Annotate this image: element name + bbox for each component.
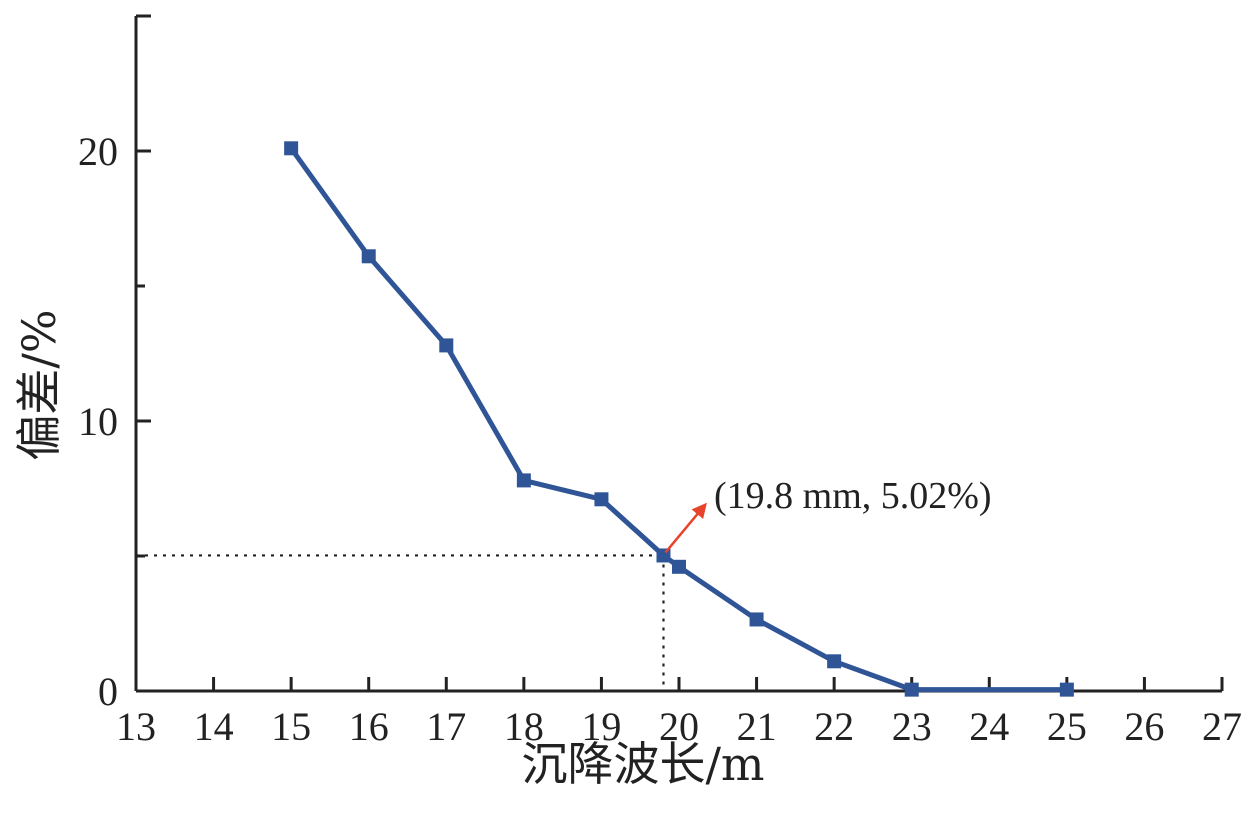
y-tick-label: 0 (98, 669, 118, 714)
annotation-group: (19.8 mm, 5.02%) (664, 475, 992, 554)
data-point-marker (1059, 682, 1074, 697)
axis-titles: 沉降波长/m 偏差/% (12, 309, 765, 791)
x-tick-label: 20 (659, 704, 699, 749)
x-tick-label: 25 (1047, 704, 1087, 749)
x-tick-label: 19 (581, 704, 621, 749)
y-tick-label: 20 (78, 129, 118, 174)
x-tick-label: 18 (504, 704, 544, 749)
annotation-label: (19.8 mm, 5.02%) (714, 475, 992, 517)
data-point-marker (827, 654, 842, 669)
x-tick-label: 13 (116, 704, 156, 749)
data-point-marker (749, 612, 764, 627)
y-axis-title: 偏差/% (12, 309, 66, 460)
axes: 13 14 15 16 17 18 19 20 21 22 23 24 25 26 27 0 10 20 (78, 14, 1242, 749)
data-point-marker (904, 682, 919, 697)
x-axis-title: 沉降波长/m (521, 737, 764, 791)
data-point-marker (361, 249, 376, 264)
annotation-arrow (664, 502, 707, 554)
x-tick-label: 23 (892, 704, 932, 749)
series-line (289, 146, 1067, 693)
data-point-marker (439, 338, 454, 353)
x-tick-label: 22 (814, 704, 854, 749)
x-tick-label: 27 (1202, 704, 1242, 749)
series-group (284, 141, 1074, 697)
data-point-marker (516, 473, 531, 488)
x-tick-label: 17 (426, 704, 466, 749)
x-tick-label: 21 (737, 704, 777, 749)
x-tick-label: 15 (271, 704, 311, 749)
y-tick-label: 10 (78, 399, 118, 444)
x-tick-label: 26 (1124, 704, 1164, 749)
data-point-marker (594, 492, 609, 507)
x-tick-label: 14 (194, 704, 234, 749)
x-tick-label: 24 (969, 704, 1009, 749)
reference-lines (136, 554, 665, 691)
data-point-marker (284, 141, 299, 156)
data-point-marker (672, 559, 686, 574)
x-tick-label: 16 (349, 704, 389, 749)
